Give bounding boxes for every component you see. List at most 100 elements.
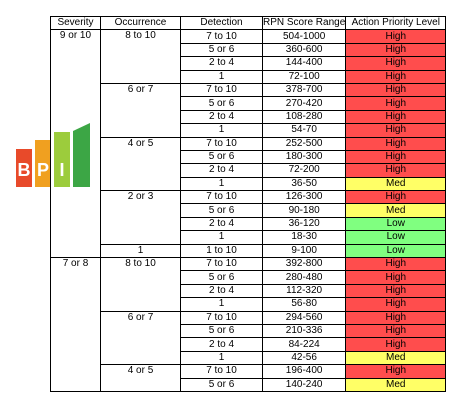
detection-cell: 5 or 6 (180, 149, 263, 165)
action-priority-cell: High (345, 29, 447, 44)
action-priority-cell: High (345, 323, 447, 339)
action-priority-cell: High (345, 56, 447, 71)
action-priority-cell: Low (345, 216, 447, 232)
rpn-range-cell: 280-480 (261, 270, 347, 285)
header-detection: Detection (180, 15, 263, 31)
rpn-range-cell: 72-200 (261, 163, 347, 178)
action-priority-cell: High (345, 96, 447, 111)
detection-cell: 1 (180, 176, 263, 192)
header-rpn-range: RPN Score Range (261, 15, 347, 31)
detection-cell: 5 or 6 (180, 42, 263, 58)
detection-cell: 2 to 4 (180, 337, 263, 352)
action-priority-cell: Low (345, 243, 447, 259)
detection-cell: 1 (180, 350, 263, 366)
rpn-range-cell: 294-560 (261, 310, 347, 325)
rpn-range-cell: 378-700 (261, 82, 347, 98)
action-priority-cell: High (345, 149, 447, 165)
table-row: 2 to 4 72-200 High (51, 163, 447, 178)
table-row: 2 to 4 108-280 High (51, 109, 447, 125)
action-priority-cell: Low (345, 230, 447, 245)
rpn-range-cell: 36-120 (261, 216, 347, 232)
detection-cell: 5 or 6 (180, 377, 263, 392)
action-priority-cell: High (345, 337, 447, 352)
rpn-range-cell: 56-80 (261, 297, 347, 312)
rpn-range-cell: 140-240 (261, 377, 347, 392)
detection-cell: 7 to 10 (180, 364, 263, 379)
rpn-range-cell: 108-280 (261, 109, 347, 125)
rpn-range-cell: 252-500 (261, 136, 347, 151)
rpn-range-cell: 392-800 (261, 257, 347, 272)
table-row: 9 or 10 8 to 10 7 to 10 504-1000 High (50, 29, 447, 259)
rpn-range-cell: 18-30 (261, 230, 347, 245)
rpn-range-cell: 54-70 (261, 123, 347, 138)
occurrence-cell: 6 or 7 (100, 82, 181, 138)
rpn-range-cell: 126-300 (261, 190, 347, 205)
table-row: 2 to 4 144-400 High (51, 56, 447, 71)
action-priority-cell: Med (345, 203, 447, 218)
rpn-range-cell: 36-50 (261, 176, 347, 192)
rpn-range-cell: 90-180 (261, 203, 347, 218)
detection-cell: 2 to 4 (180, 283, 263, 299)
rpn-range-cell: 9-100 (261, 243, 347, 259)
occurrence-cell: 6 or 7 (100, 310, 181, 366)
detection-cell: 7 to 10 (180, 190, 263, 205)
action-priority-cell: High (345, 42, 447, 58)
logo-letter-p: P (37, 160, 49, 180)
action-priority-cell: High (345, 257, 447, 272)
action-priority-table: Severity Occurrence Detection RPN Score … (50, 15, 447, 392)
rpn-range-cell: 210-336 (261, 323, 347, 339)
logo-letter-b: B (18, 160, 31, 180)
detection-cell: 7 to 10 (180, 310, 263, 325)
detection-cell: 7 to 10 (180, 82, 263, 98)
action-priority-cell: High (345, 283, 447, 299)
detection-cell: 5 or 6 (180, 323, 263, 339)
action-priority-cell: Med (345, 377, 447, 392)
detection-cell: 2 to 4 (180, 109, 263, 125)
action-priority-cell: High (345, 270, 447, 285)
rpn-range-cell: 270-420 (261, 96, 347, 111)
action-priority-cell: High (345, 123, 447, 138)
detection-cell: 2 to 4 (180, 56, 263, 71)
rpn-range-cell: 144-400 (261, 56, 347, 71)
detection-cell: 5 or 6 (180, 96, 263, 111)
detection-cell: 5 or 6 (180, 270, 263, 285)
action-priority-cell: High (345, 82, 447, 98)
detection-cell: 7 to 10 (180, 29, 263, 44)
table-row: 5 or 6 210-336 High (51, 323, 447, 339)
occurrence-cell: 4 or 5 (100, 364, 181, 392)
rpn-range-cell: 196-400 (261, 364, 347, 379)
action-priority-cell: High (345, 297, 447, 312)
detection-cell: 2 to 4 (180, 216, 263, 232)
detection-cell: 1 (180, 230, 263, 245)
table-row: 2 to 4 112-320 High (51, 283, 447, 299)
action-priority-cell: High (345, 69, 447, 84)
action-priority-cell: High (345, 190, 447, 205)
action-priority-cell: High (345, 163, 447, 178)
header-action-priority: Action Priority Level (345, 15, 447, 31)
detection-cell: 5 or 6 (180, 203, 263, 218)
occurrence-cell: 1 (100, 243, 181, 259)
occurrence-cell: 2 or 3 (100, 190, 181, 245)
action-priority-cell: High (345, 364, 447, 379)
table-row: 2 to 4 84-224 High (51, 337, 447, 352)
severity-cell: 7 or 8 (50, 257, 101, 392)
table-row: 1 42-56 Med (51, 350, 447, 366)
detection-cell: 1 (180, 297, 263, 312)
rpn-range-cell: 112-320 (261, 283, 347, 299)
action-priority-cell: Med (345, 350, 447, 366)
logo-bar-2 (35, 140, 51, 187)
table-row: 5 or 6 270-420 High (51, 96, 447, 111)
header-occurrence: Occurrence (100, 15, 181, 31)
detection-cell: 1 to 10 (180, 243, 263, 259)
action-priority-cell: High (345, 136, 447, 151)
detection-cell: 1 (180, 123, 263, 138)
occurrence-cell: 8 to 10 (100, 257, 181, 312)
table-row: 5 or 6 140-240 Med (51, 377, 447, 392)
